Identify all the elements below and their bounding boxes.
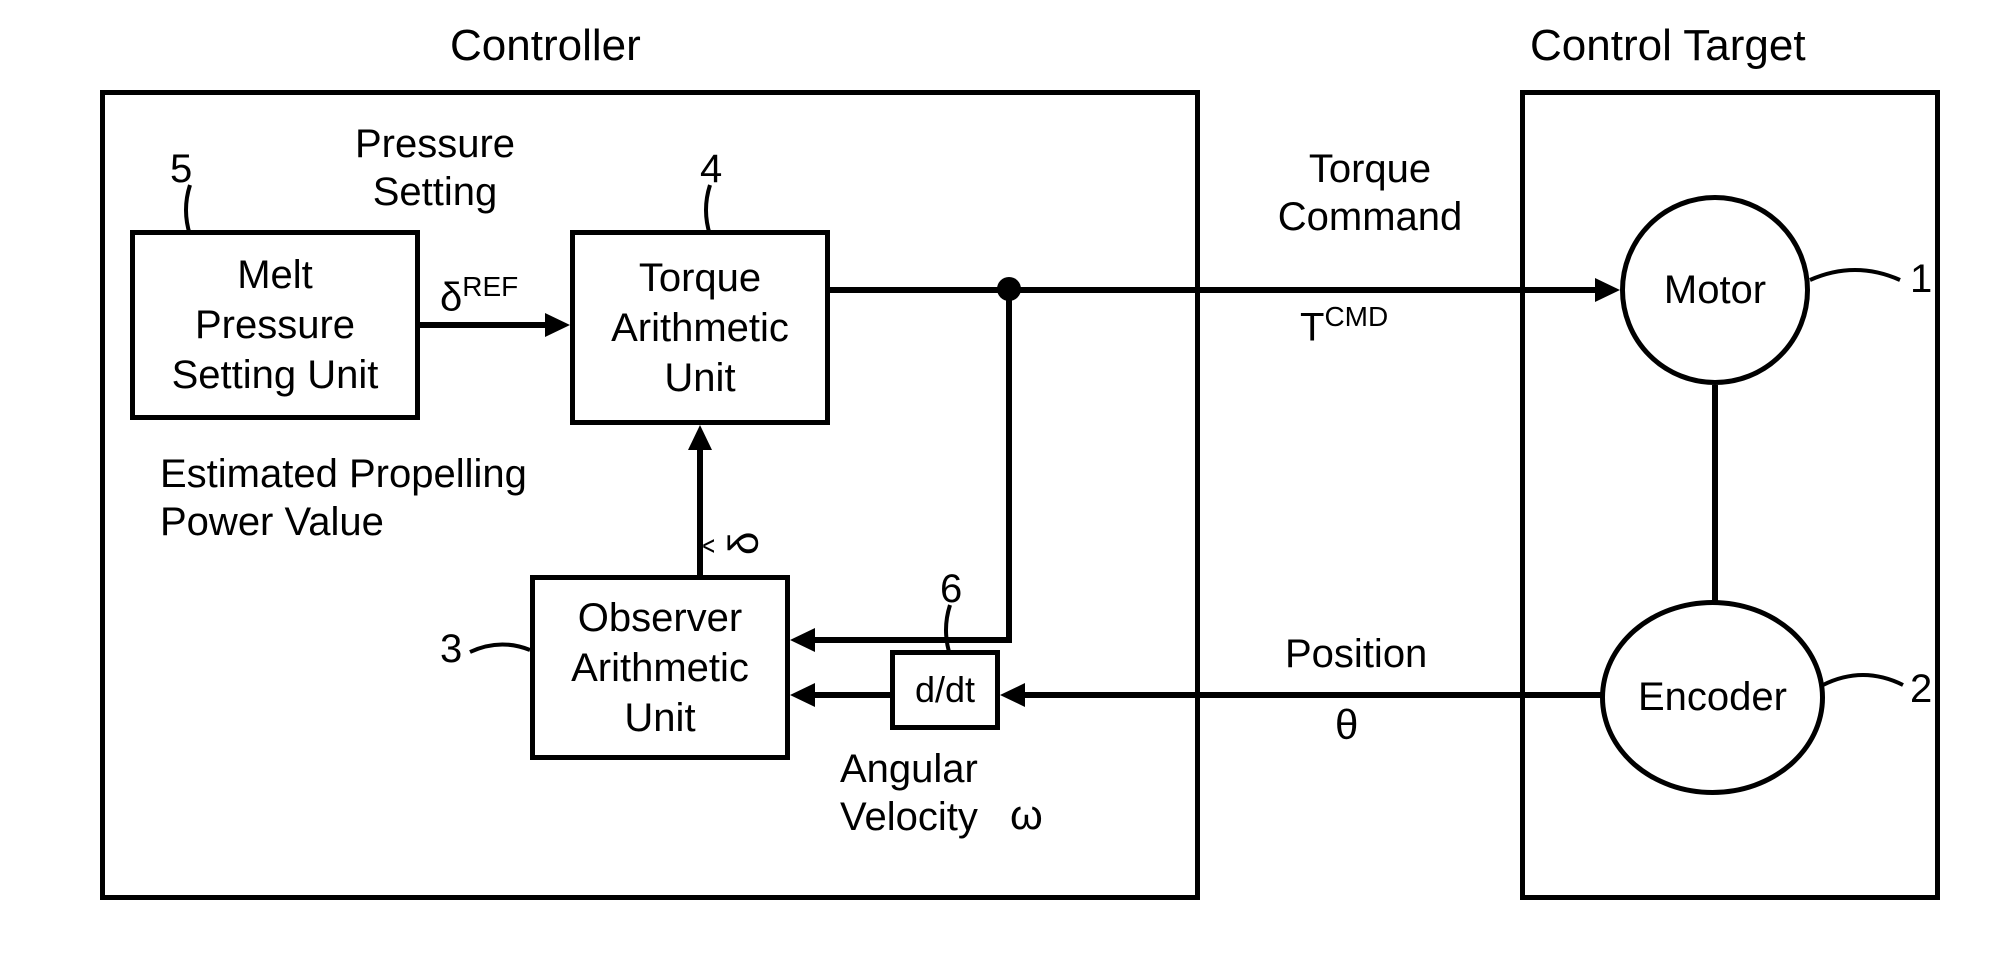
ddt-label: d/dt xyxy=(915,669,975,711)
control-target-title: Control Target xyxy=(1530,20,1806,73)
observer-unit-block: ObserverArithmeticUnit xyxy=(530,575,790,760)
motor-label: Motor xyxy=(1664,268,1766,313)
encoder-label: Encoder xyxy=(1638,675,1787,720)
arrow-torque-to-motor xyxy=(830,275,1620,305)
node-1-leader xyxy=(1810,260,1900,300)
motor-encoder-link xyxy=(1712,385,1718,603)
controller-title: Controller xyxy=(450,20,641,73)
observer-unit-label: ObserverArithmeticUnit xyxy=(571,593,749,743)
encoder-circle: Encoder xyxy=(1600,600,1825,795)
ddt-block: d/dt xyxy=(890,650,1000,730)
node-2-id: 2 xyxy=(1910,665,1932,713)
torque-cmd-title: TorqueCommand xyxy=(1240,145,1500,241)
delta-hat-symbol: δ^ xyxy=(720,532,768,555)
angular-velocity-title: AngularVelocity xyxy=(840,745,978,841)
position-title: Position xyxy=(1285,630,1427,678)
arrow-ddt-to-observer xyxy=(790,680,890,710)
pressure-setting-symbol: δREF xyxy=(440,270,518,321)
angular-velocity-symbol: ω xyxy=(1010,790,1043,840)
melt-pressure-label: MeltPressureSetting Unit xyxy=(172,250,379,400)
node-5-leader xyxy=(180,185,200,235)
pressure-setting-title: PressureSetting xyxy=(310,120,560,216)
position-symbol: θ xyxy=(1335,700,1358,750)
estimated-power-title: Estimated PropellingPower Value xyxy=(160,450,527,546)
melt-pressure-block: MeltPressureSetting Unit xyxy=(130,230,420,420)
torque-unit-label: TorqueArithmeticUnit xyxy=(611,253,789,403)
node-2-leader xyxy=(1823,665,1903,705)
node-3-leader xyxy=(470,640,530,660)
node-3-id: 3 xyxy=(440,625,462,673)
torque-cmd-symbol: TCMD xyxy=(1300,300,1388,351)
arrow-encoder-to-ddt xyxy=(1000,680,1605,710)
torque-unit-block: TorqueArithmeticUnit xyxy=(570,230,830,425)
arrow-torque-to-observer xyxy=(790,625,1012,655)
node-1-id: 1 xyxy=(1910,255,1932,303)
motor-circle: Motor xyxy=(1620,195,1810,385)
node-4-leader xyxy=(700,185,720,235)
torque-feedback-vline xyxy=(1006,290,1012,640)
